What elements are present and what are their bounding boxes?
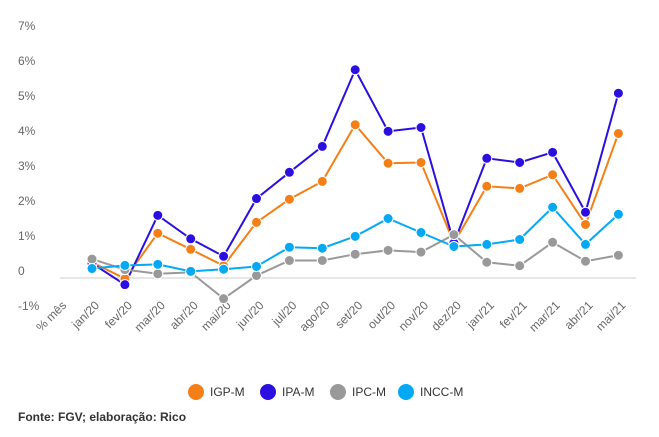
x-tick-label: jan/20: [68, 298, 102, 332]
data-point-IGP-M: [547, 169, 559, 181]
data-point-IPC-M: [547, 236, 559, 248]
x-tick-label: dez/20: [429, 298, 465, 334]
data-point-IPA-M: [349, 64, 361, 76]
data-point-IPA-M: [251, 193, 262, 205]
legend-label-INCC-M: INCC-M: [420, 385, 463, 399]
data-point-IGP-M: [382, 157, 394, 169]
data-point-IGP-M: [185, 243, 197, 255]
data-point-IPA-M: [185, 233, 197, 245]
data-point-IGP-M: [349, 119, 361, 131]
source-note: Fonte: FGV; elaboração: Rico: [18, 410, 187, 424]
x-tick-label: out/20: [365, 298, 399, 332]
y-tick-label: 5%: [18, 89, 36, 103]
legend-label-IGP-M: IGP-M: [210, 385, 245, 399]
data-point-IGP-M: [612, 127, 624, 139]
legend-label-IPC-M: IPC-M: [352, 385, 386, 399]
data-point-IPC-M: [382, 244, 394, 256]
data-point-IPC-M: [415, 246, 427, 258]
x-tick-label: abr/21: [562, 298, 596, 332]
data-point-IGP-M: [251, 216, 262, 228]
data-point-IPA-M: [382, 125, 394, 137]
data-point-IPA-M: [316, 140, 328, 152]
data-point-IGP-M: [415, 157, 427, 168]
data-point-INCC-M: [612, 208, 624, 220]
data-point-IGP-M: [514, 182, 526, 194]
data-point-INCC-M: [119, 259, 131, 271]
x-tick-label: fev/21: [497, 298, 530, 331]
data-point-IPC-M: [448, 229, 460, 241]
data-point-INCC-M: [316, 242, 328, 254]
y-tick-label: 0: [18, 264, 25, 278]
y-tick-label: 4%: [18, 124, 36, 138]
data-point-IPA-M: [547, 146, 559, 158]
data-point-IGP-M: [481, 180, 493, 192]
y-tick-label: 1%: [18, 229, 36, 243]
data-point-INCC-M: [481, 238, 493, 250]
x-tick-label: nov/20: [396, 298, 432, 334]
legend-label-IPA-M: IPA-M: [282, 385, 314, 399]
data-point-IPA-M: [580, 206, 591, 218]
y-tick-label: 2%: [18, 194, 36, 208]
data-point-IPC-M: [251, 270, 262, 282]
data-point-IPA-M: [218, 250, 230, 262]
x-tick-label: ago/20: [297, 298, 333, 334]
data-point-INCC-M: [218, 263, 230, 275]
legend-marker-IPA-M: [260, 384, 276, 400]
data-point-IPC-M: [316, 255, 328, 266]
data-point-IPC-M: [152, 268, 164, 280]
x-tick-label: jul/20: [269, 298, 300, 329]
x-tick-label: abr/20: [167, 298, 201, 332]
data-point-INCC-M: [448, 241, 460, 252]
data-point-IPC-M: [218, 293, 230, 305]
x-tick-label: mai/21: [593, 298, 629, 334]
data-point-INCC-M: [251, 260, 262, 272]
data-point-INCC-M: [349, 230, 361, 242]
x-tick-label: set/20: [332, 298, 365, 331]
data-point-IGP-M: [580, 218, 591, 230]
data-point-IGP-M: [283, 193, 295, 205]
data-point-IPC-M: [349, 248, 361, 260]
data-point-INCC-M: [547, 201, 559, 213]
data-point-IPA-M: [415, 122, 427, 133]
legend-marker-IPC-M: [330, 384, 346, 400]
data-point-IPC-M: [86, 253, 98, 265]
data-point-IGP-M: [152, 227, 164, 239]
data-point-IPA-M: [119, 279, 131, 291]
y-tick-label: 3%: [18, 159, 36, 173]
data-point-IPA-M: [152, 209, 164, 221]
legend-marker-INCC-M: [398, 384, 414, 400]
data-point-INCC-M: [86, 263, 98, 275]
data-point-IPC-M: [580, 255, 591, 267]
legend-marker-IGP-M: [188, 384, 204, 400]
data-point-IPA-M: [283, 166, 295, 178]
data-point-INCC-M: [514, 234, 526, 245]
x-tick-label: jan/21: [463, 298, 497, 332]
y-tick-label: 6%: [18, 54, 36, 68]
data-point-INCC-M: [580, 238, 591, 250]
y-tick-label: 7%: [18, 19, 36, 33]
data-point-INCC-M: [415, 227, 427, 238]
data-point-IPC-M: [612, 249, 624, 261]
data-point-IPC-M: [514, 260, 526, 272]
data-point-INCC-M: [382, 213, 394, 224]
data-point-INCC-M: [185, 265, 197, 277]
x-tick-label: jun/20: [233, 298, 267, 332]
x-tick-label: mar/21: [526, 298, 563, 335]
x-tick-label: fev/20: [102, 298, 135, 331]
y-tick-label: -1%: [18, 299, 40, 313]
data-point-IPC-M: [481, 256, 493, 268]
x-tick-label: mai/20: [198, 298, 234, 334]
data-point-IPA-M: [612, 87, 624, 99]
data-point-INCC-M: [283, 241, 295, 253]
data-point-IPA-M: [481, 152, 493, 164]
data-point-IPC-M: [283, 255, 295, 266]
data-point-IGP-M: [316, 175, 328, 187]
x-tick-label: mar/20: [132, 298, 169, 335]
data-point-INCC-M: [152, 258, 164, 270]
data-point-IPA-M: [514, 157, 526, 168]
